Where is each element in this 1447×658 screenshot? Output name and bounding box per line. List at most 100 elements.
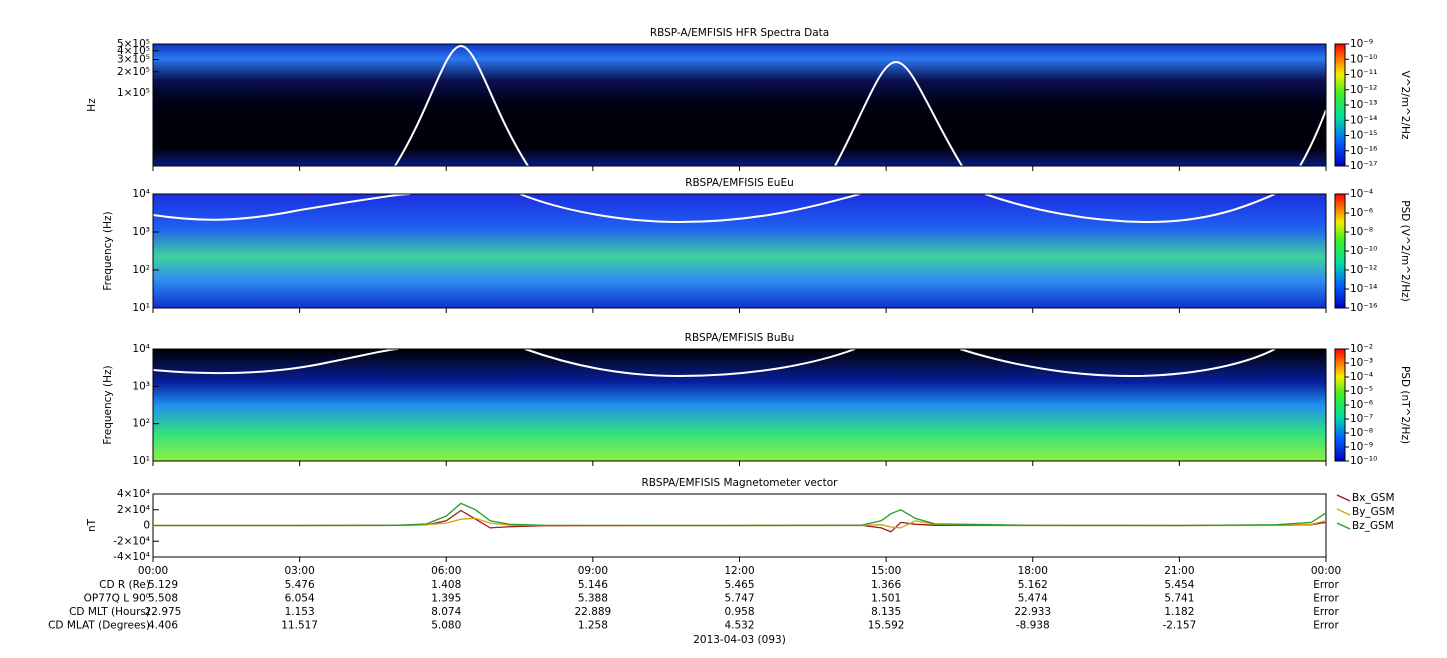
- legend-label: By_GSM: [1352, 506, 1395, 518]
- ephemeris-value: 5.465: [724, 579, 754, 591]
- colorbar-tick-label: 10⁻¹⁵: [1350, 130, 1377, 142]
- ephemeris-value: 1.408: [431, 579, 461, 591]
- colorbar-tick-label: 10⁻²: [1350, 343, 1373, 355]
- y-tick-label: 10³: [132, 380, 150, 392]
- legend-swatch: [1336, 522, 1351, 530]
- ephemeris-value: 6.054: [285, 593, 315, 605]
- colorbar-tick-label: 10⁻⁶: [1350, 399, 1373, 411]
- legend-swatch: [1336, 494, 1351, 502]
- ephemeris-value: -8.938: [1016, 620, 1050, 632]
- colorbar-tick-label: 10⁻⁴: [1350, 188, 1373, 200]
- x-tick-label: 15:00: [871, 565, 901, 577]
- colorbar-tick-label: 10⁻¹¹: [1350, 69, 1377, 81]
- colorbar-tick-label: 10⁻⁸: [1350, 427, 1373, 439]
- colorbar-tick-label: 10⁻¹⁰: [1350, 245, 1377, 257]
- colorbar-tick-label: 10⁻¹²: [1350, 84, 1377, 96]
- model-curves: [152, 44, 1327, 378]
- colorbar-tick-label: 10⁻¹⁶: [1350, 302, 1377, 314]
- ephemeris-value: 5.129: [148, 579, 178, 591]
- colorbar-tick-label: 10⁻⁸: [1350, 226, 1373, 238]
- colorbar-tick-label: 10⁻¹⁴: [1350, 283, 1377, 295]
- y-tick-label: 10⁴: [132, 343, 150, 355]
- colorbar-tick-label: 10⁻⁷: [1350, 413, 1373, 425]
- ephemeris-value: Error: [1313, 606, 1339, 618]
- ephemeris-value: 5.080: [431, 620, 461, 632]
- y-tick-label: 10¹: [132, 455, 150, 467]
- y-tick-label: 10²: [132, 418, 150, 430]
- panel-title: RBSP-A/EMFISIS HFR Spectra Data: [650, 27, 829, 39]
- ephemeris-value: 1.366: [871, 579, 901, 591]
- y-tick-label: -4×10⁴: [113, 551, 150, 563]
- plot-frame: [152, 348, 1327, 462]
- colorbar: [1334, 348, 1346, 462]
- colorbar-tick-label: 10⁻¹²: [1350, 264, 1377, 276]
- ephemeris-value: 8.074: [431, 606, 461, 618]
- ephemeris-label: CD R (Re): [99, 579, 150, 591]
- x-tick-label: 09:00: [578, 565, 608, 577]
- ephemeris-value: 1.258: [578, 620, 608, 632]
- y-tick-label: 0: [143, 520, 150, 532]
- y-tick-label: 2×10⁴: [117, 504, 150, 516]
- colorbar-tick-label: 10⁻¹⁷: [1350, 160, 1377, 172]
- y-tick-label: 4×10⁵: [117, 45, 150, 57]
- ephemeris-value: 4.406: [148, 620, 178, 632]
- y-axis-label: Frequency (Hz): [102, 211, 114, 290]
- panel-title: RBSPA/EMFISIS EuEu: [685, 177, 794, 189]
- curve: [152, 348, 399, 375]
- curve: [394, 44, 529, 167]
- colorbar-tick-label: 10⁻¹⁶: [1350, 145, 1377, 157]
- y-axis-label: nT: [86, 518, 98, 532]
- y-tick-label: 1×10⁵: [117, 87, 150, 99]
- ephemeris-value: 4.532: [724, 620, 754, 632]
- curve: [959, 348, 1276, 378]
- y-tick-label: 10⁴: [132, 188, 150, 200]
- ephemeris-label: OP77Q L 90⁰: [84, 593, 150, 605]
- ephemeris-value: 5.454: [1164, 579, 1194, 591]
- legend-swatch: [1336, 508, 1351, 516]
- y-tick-label: -2×10⁴: [113, 535, 150, 547]
- panel-title: RBSPA/EMFISIS BuBu: [685, 332, 795, 344]
- ephemeris-label: CD MLAT (Degrees): [48, 620, 150, 632]
- curve: [152, 193, 411, 221]
- ephemeris-value: 5.508: [148, 593, 178, 605]
- colorbar-tick-label: 10⁻⁹: [1350, 441, 1373, 453]
- ephemeris-value: 5.741: [1164, 593, 1194, 605]
- ephemeris-value: Error: [1313, 620, 1339, 632]
- x-tick-label: 18:00: [1018, 565, 1048, 577]
- ephemeris-value: 5.476: [285, 579, 315, 591]
- colorbar: [1334, 193, 1346, 309]
- ephemeris-value: 1.395: [431, 593, 461, 605]
- y-tick-label: 4×10⁴: [117, 488, 150, 500]
- y-tick-label: 10³: [132, 226, 150, 238]
- ephemeris-value: 5.146: [578, 579, 608, 591]
- curve: [519, 193, 861, 224]
- x-tick-label: 00:00: [138, 565, 168, 577]
- plot-frame: [152, 193, 1327, 309]
- ephemeris-value: 22.933: [1014, 606, 1051, 618]
- ephemeris-value: 1.182: [1164, 606, 1194, 618]
- x-tick-label: 06:00: [431, 565, 461, 577]
- plot-frame: [152, 43, 1327, 167]
- ephemeris-label: CD MLT (Hours): [69, 606, 150, 618]
- y-tick-label: 2×10⁵: [117, 66, 150, 78]
- colorbar-label: PSD (nT^2/Hz): [1399, 366, 1411, 444]
- ephemeris-value: 22.975: [145, 606, 182, 618]
- y-tick-label: 3×10⁵: [117, 54, 150, 66]
- colorbar: [1334, 43, 1346, 167]
- panel-title: RBSPA/EMFISIS Magnetometer vector: [642, 477, 839, 489]
- series-line: [153, 509, 1327, 533]
- ephemeris-value: 8.135: [871, 606, 901, 618]
- y-tick-label: 5×10⁵: [117, 38, 150, 50]
- curve: [834, 60, 963, 167]
- legend-label: Bx_GSM: [1352, 492, 1395, 504]
- y-tick-label: 10¹: [132, 302, 150, 314]
- colorbar-label: V^2/m^2/Hz: [1399, 71, 1411, 140]
- curve: [1299, 109, 1327, 167]
- spectrogram-image: [153, 44, 1326, 166]
- colorbar-tick-label: 10⁻⁵: [1350, 385, 1373, 397]
- colorbar-tick-label: 10⁻¹⁴: [1350, 114, 1377, 126]
- ephemeris-value: 5.388: [578, 593, 608, 605]
- legend-label: Bz_GSM: [1352, 520, 1394, 532]
- ephemeris-value: -2.157: [1162, 620, 1196, 632]
- curve: [984, 193, 1276, 224]
